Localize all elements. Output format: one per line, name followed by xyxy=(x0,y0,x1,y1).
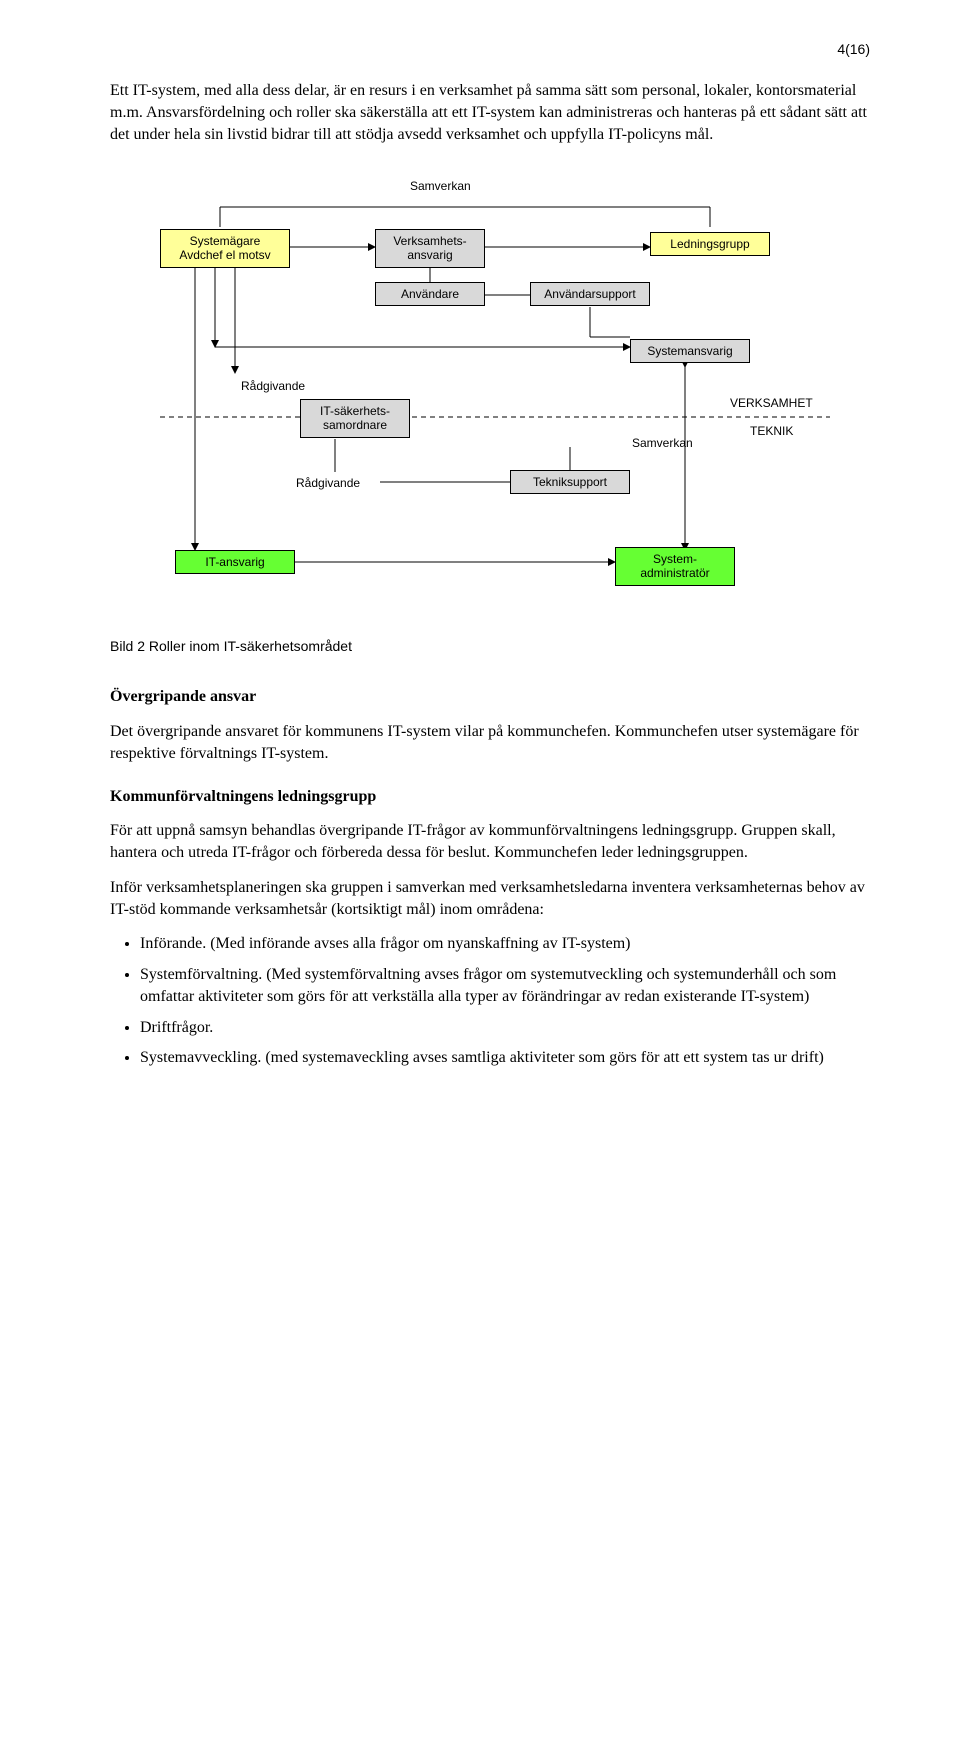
teknik-label: TEKNIK xyxy=(750,425,793,438)
node-tekniksupport: Tekniksupport xyxy=(510,470,630,494)
list-item: Införande. (Med införande avses alla frå… xyxy=(140,933,870,955)
intro-paragraph: Ett IT-system, med alla dess delar, är e… xyxy=(110,80,870,147)
list-item: Systemförvaltning. (Med systemförvaltnin… xyxy=(140,964,870,1009)
node-radgivande-bottom: Rådgivande xyxy=(290,472,390,494)
section2-body: För att uppnå samsyn behandlas övergripa… xyxy=(110,820,870,865)
page-number: 4(16) xyxy=(110,40,870,60)
verksamhet-label: VERKSAMHET xyxy=(730,397,813,410)
list-item: Systemavveckling. (med systemaveckling a… xyxy=(140,1047,870,1069)
roles-diagram: Samverkan Systemägare Avdchef el motsv V… xyxy=(130,177,850,607)
samverkan-top-label: Samverkan xyxy=(410,180,471,193)
node-it-ansvarig: IT-ansvarig xyxy=(175,550,295,574)
section1-title: Övergripande ansvar xyxy=(110,686,870,708)
section3-body: Inför verksamhetsplaneringen ska gruppen… xyxy=(110,877,870,922)
node-systemadmin: System- administratör xyxy=(615,547,735,586)
section1-body: Det övergripande ansvaret för kommunens … xyxy=(110,721,870,766)
figure-caption: Bild 2 Roller inom IT-säkerhetsområdet xyxy=(110,637,870,657)
bullet-list: Införande. (Med införande avses alla frå… xyxy=(140,933,870,1069)
node-verksamhetsansvarig: Verksamhets- ansvarig xyxy=(375,229,485,268)
node-systemansvarig: Systemansvarig xyxy=(630,339,750,363)
node-ledningsgrupp: Ledningsgrupp xyxy=(650,232,770,256)
node-radgivande-top: Rådgivande xyxy=(235,375,335,397)
section2-title: Kommunförvaltningens ledningsgrupp xyxy=(110,786,870,808)
node-itsakerhet: IT-säkerhets- samordnare xyxy=(300,399,410,438)
node-anvandare: Användare xyxy=(375,282,485,306)
samverkan-small-label: Samverkan xyxy=(632,437,693,450)
node-systemagare: Systemägare Avdchef el motsv xyxy=(160,229,290,268)
node-anvandarsupport: Användarsupport xyxy=(530,282,650,306)
list-item: Driftfrågor. xyxy=(140,1017,870,1039)
